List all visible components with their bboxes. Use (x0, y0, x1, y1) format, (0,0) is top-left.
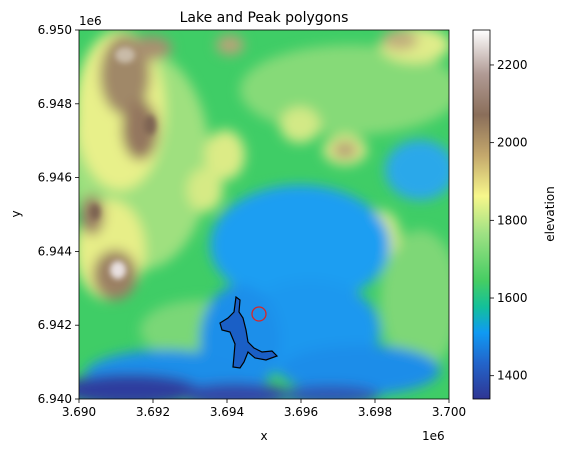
colorbar-ticks: 1400 1600 1800 2000 2200 (490, 58, 528, 383)
colorbar (472, 29, 491, 400)
y-axis-label: y (9, 210, 23, 217)
x-tick-label: 3.690 (62, 405, 96, 419)
y-tick-label: 6.940 (38, 392, 72, 406)
x-tick-label: 3.696 (284, 405, 318, 419)
y-tick-label: 6.948 (38, 97, 72, 111)
y-axis-ticks: 6.940 6.942 6.944 6.946 6.948 6.950 (38, 23, 79, 406)
x-tick-label: 3.700 (432, 405, 466, 419)
x-tick-label: 3.694 (210, 405, 244, 419)
x-tick-label: 3.698 (358, 405, 392, 419)
colorbar-tick-label: 1600 (497, 291, 528, 305)
lake-polygon[interactable] (219, 295, 279, 369)
peak-polygon[interactable] (251, 306, 267, 322)
colorbar-tick-label: 2200 (497, 58, 528, 72)
y-tick-label: 6.942 (38, 318, 72, 332)
x-tick-label: 3.692 (136, 405, 170, 419)
x-axis-ticks: 3.690 3.692 3.694 3.696 3.698 3.700 (62, 399, 466, 419)
colorbar-tick-label: 1800 (497, 213, 528, 227)
colorbar-label: elevation (543, 186, 557, 242)
y-axis-offset-text: 1e6 (79, 14, 102, 28)
elevation-map (79, 30, 449, 399)
map-frame (78, 29, 450, 400)
y-tick-label: 6.944 (38, 244, 72, 258)
x-axis-offset-text: 1e6 (422, 429, 445, 443)
colorbar-tick-label: 1400 (497, 369, 528, 383)
map-title: Lake and Peak polygons (180, 10, 349, 26)
x-axis-label: x (260, 429, 267, 443)
colorbar-tick-label: 2000 (497, 136, 528, 150)
y-tick-label: 6.946 (38, 171, 72, 185)
y-tick-label: 6.950 (38, 23, 72, 37)
